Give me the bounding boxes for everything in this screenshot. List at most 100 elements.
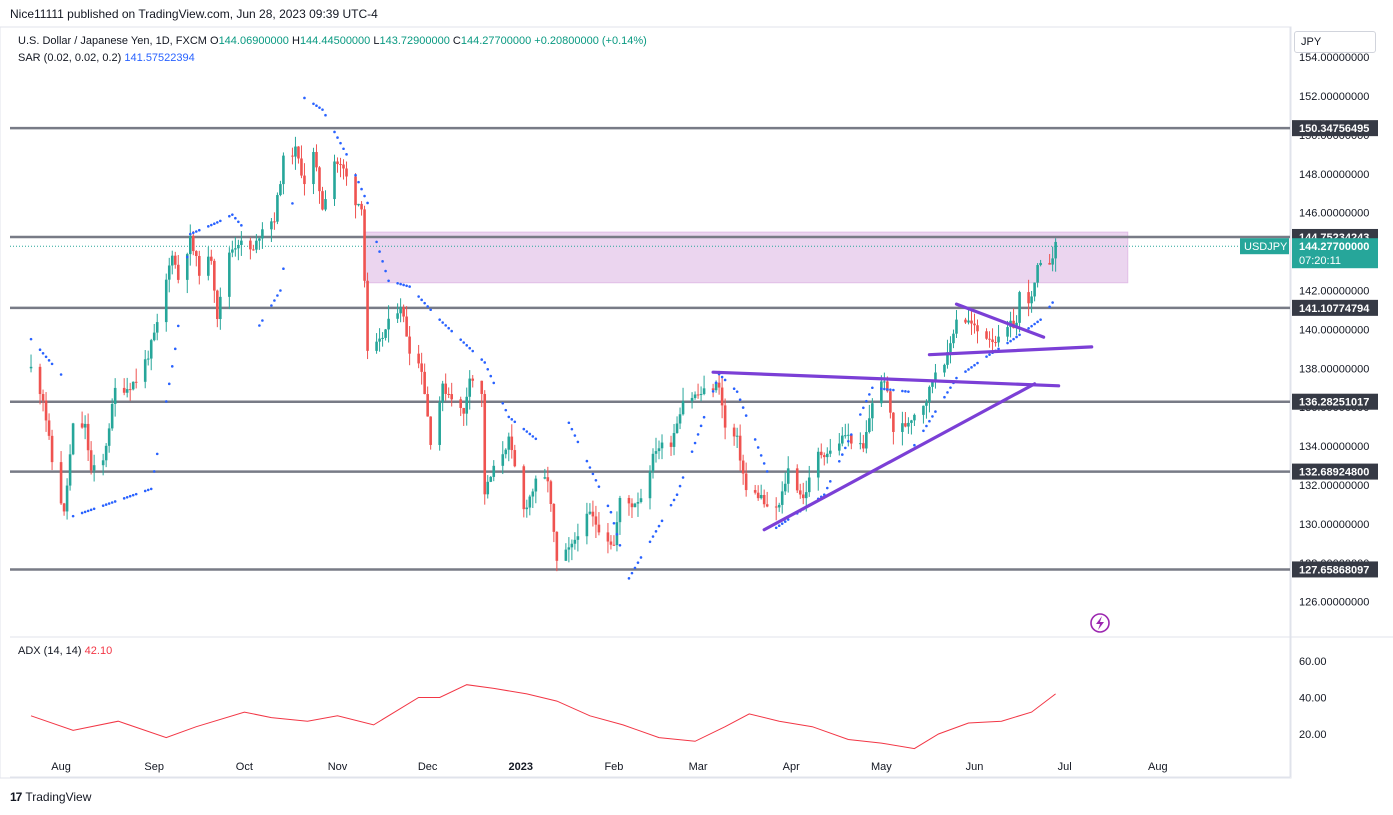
candle-body-224 <box>973 323 976 326</box>
candle-body-179 <box>783 483 787 492</box>
sar-dot-110 <box>531 435 535 438</box>
candle-body-204 <box>889 391 892 413</box>
sar-dot-94 <box>465 344 469 347</box>
candle-body-102 <box>462 407 466 414</box>
candle-body-112 <box>504 449 508 455</box>
sar-dot-158 <box>759 454 763 457</box>
trendline-2 <box>927 345 1094 357</box>
sar-dot-159 <box>762 462 766 465</box>
price-tick-10: 134.00000000 <box>1299 441 1369 453</box>
candle-body-237 <box>1030 296 1033 304</box>
sar-dot-33 <box>185 255 189 259</box>
candle-body-18 <box>107 428 111 446</box>
candle-body-44 <box>216 290 219 320</box>
sar-dot-51 <box>273 299 276 302</box>
sar-dot-138 <box>675 493 679 497</box>
sar-dot-135 <box>660 519 664 523</box>
sar-dot-29 <box>167 382 171 386</box>
sar-dot-111 <box>534 437 538 441</box>
sar-dot-53 <box>279 289 282 292</box>
low-label: L <box>373 35 380 47</box>
candle-body-8 <box>65 485 69 512</box>
level-label-bg-2 <box>1292 299 1378 316</box>
candle-body-68 <box>318 167 321 192</box>
candle-body-105 <box>471 378 475 381</box>
adx-tick-0: 60.00 <box>1299 656 1327 668</box>
candle-body-38 <box>191 235 195 252</box>
candle-body-157 <box>693 394 697 398</box>
candle-body-39 <box>194 251 198 256</box>
price-tick-12: 130.00000000 <box>1299 519 1369 531</box>
sar-dot-40 <box>213 222 216 226</box>
sar-dot-223 <box>1033 322 1036 326</box>
candle-body-125 <box>555 531 559 561</box>
candle-body-10 <box>71 423 75 455</box>
candle-body-175 <box>765 504 769 507</box>
sar-dot-91 <box>450 329 453 333</box>
sar-dot-13 <box>101 504 105 507</box>
plot-frame <box>0 26 1292 779</box>
candle-body-132 <box>588 511 592 514</box>
sar-dot-2 <box>41 351 45 355</box>
candle-body-205 <box>892 412 895 432</box>
candle-body-71 <box>333 161 336 200</box>
last-price-badge <box>1292 238 1378 269</box>
sar-dot-99 <box>486 367 490 371</box>
change-value: +0.20800000 (+0.14%) <box>534 35 647 47</box>
sar-dot-9 <box>83 510 87 514</box>
candle-body-228 <box>991 339 994 343</box>
candle-body-144 <box>636 502 640 504</box>
publish-caption: Nice11111 published on TradingView.com, … <box>10 7 378 21</box>
sar-dot-196 <box>922 429 925 433</box>
sar-dot-43 <box>228 214 231 218</box>
flash-icon <box>1096 616 1104 630</box>
candle-body-111 <box>501 454 505 466</box>
sar-dot-46 <box>237 220 240 224</box>
candle-body-45 <box>219 296 222 320</box>
candle-body-101 <box>459 399 463 408</box>
sar-dot-175 <box>828 480 832 483</box>
sar-dot-123 <box>612 521 616 525</box>
sar-dot-23 <box>143 489 147 493</box>
candle-body-135 <box>597 524 601 533</box>
currency-selector[interactable]: JPY <box>1294 31 1376 53</box>
adx-line <box>30 684 1056 750</box>
sar-dot-184 <box>868 393 871 396</box>
candle-body-197 <box>862 443 865 449</box>
candle-body-133 <box>591 511 595 517</box>
price-tick-1: 152.00000000 <box>1299 91 1369 103</box>
sar-dot-216 <box>1006 341 1009 345</box>
sar-dot-119 <box>594 478 598 482</box>
candle-body-242 <box>1051 258 1054 265</box>
candle-body-187 <box>819 451 823 456</box>
candle-body-217 <box>946 352 949 365</box>
sar-dot-93 <box>462 341 466 344</box>
sar-dot-60 <box>321 108 324 111</box>
candle-body-192 <box>841 435 844 444</box>
candle-body-11 <box>80 423 84 428</box>
sar-dot-19 <box>125 495 129 499</box>
candle-body-165 <box>723 405 727 428</box>
candle-body-215 <box>934 372 937 382</box>
sar-dot-193 <box>907 390 910 393</box>
sar-dot-126 <box>627 577 631 580</box>
sar-dot-27 <box>155 452 159 456</box>
sar-dot-17 <box>113 500 117 503</box>
candle-body-7 <box>62 503 66 512</box>
time-tick-10: Jun <box>966 761 984 773</box>
sar-dot-218 <box>1012 337 1015 341</box>
sar-dot-163 <box>780 522 784 525</box>
sar-dot-130 <box>639 556 643 559</box>
sar-dot-188 <box>886 388 889 391</box>
sar-dot-79 <box>402 283 405 287</box>
sar-dot-0 <box>29 337 33 341</box>
candle-body-55 <box>261 229 264 239</box>
sar-dot-76 <box>387 279 390 283</box>
candle-body-42 <box>210 256 213 261</box>
candle-body-208 <box>907 422 910 427</box>
candle-body-171 <box>753 490 757 493</box>
sar-dot-198 <box>928 419 931 423</box>
sar-dot-41 <box>216 221 219 224</box>
candle-body-143 <box>633 503 637 508</box>
